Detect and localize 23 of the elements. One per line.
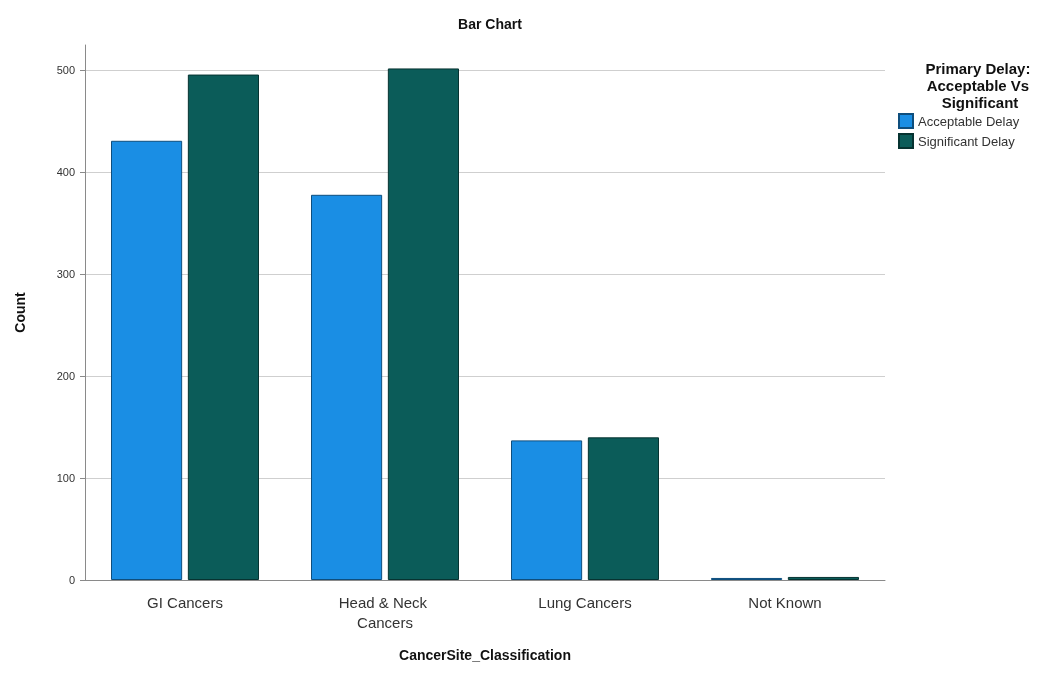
bar bbox=[787, 576, 859, 580]
y-tick-label: 300 bbox=[56, 268, 75, 281]
x-tick-label: Lung Cancers bbox=[538, 593, 632, 611]
bar bbox=[187, 74, 259, 580]
bar bbox=[311, 194, 383, 580]
y-tick-label: 500 bbox=[56, 64, 75, 77]
bar bbox=[587, 437, 659, 580]
legend-title: Primary Delay: Acceptable Vs Significant bbox=[925, 60, 1035, 111]
y-tick-label: 0 bbox=[68, 574, 75, 586]
bar bbox=[511, 440, 583, 580]
x-axis-title: CancerSite_Classification bbox=[399, 647, 571, 663]
y-tick-label: 100 bbox=[56, 472, 75, 485]
y-tick-label: 200 bbox=[56, 370, 75, 383]
legend-label: Significant Delay bbox=[918, 133, 1016, 149]
chart-title: Bar Chart bbox=[458, 16, 523, 32]
y-axis-title: Count bbox=[12, 291, 28, 333]
legend-label: Acceptable Delay bbox=[918, 113, 1020, 129]
x-tick-label: Head & Neck Cancers bbox=[338, 593, 432, 631]
x-tick-label: Not Known bbox=[748, 593, 822, 611]
bar bbox=[111, 140, 183, 580]
bar bbox=[387, 68, 459, 580]
y-tick-label: 400 bbox=[56, 166, 75, 179]
x-tick-label: GI Cancers bbox=[147, 593, 223, 611]
